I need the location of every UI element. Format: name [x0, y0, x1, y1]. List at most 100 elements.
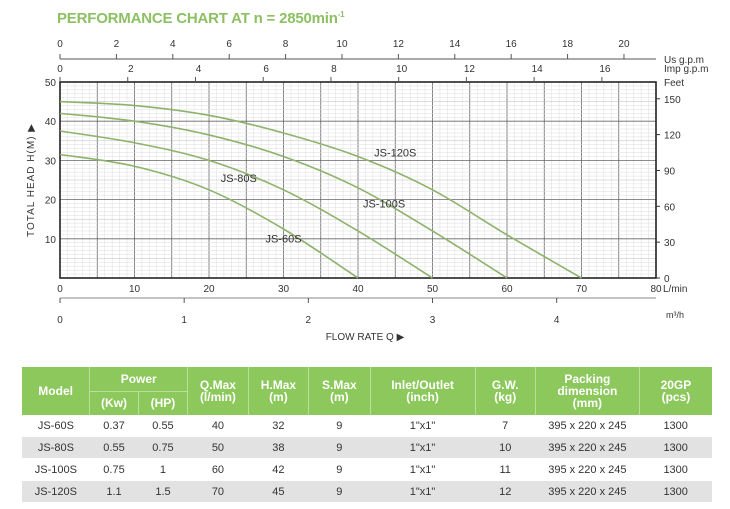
table-cell: 9: [308, 480, 371, 503]
table-cell: 0.55: [89, 436, 139, 459]
table-cell: 32: [248, 415, 309, 437]
col-inlet: Inlet/Outlet (inch): [370, 367, 476, 415]
chart-title: PERFORMANCE CHART AT n = 2850min-1: [57, 10, 345, 27]
table-cell: 42: [248, 458, 309, 481]
table-cell: 38: [248, 436, 309, 459]
feet-axis-label: Feet: [664, 78, 684, 89]
table-cell: 7: [475, 415, 536, 437]
table-cell: 1: [138, 458, 188, 481]
table-cell: 70: [187, 480, 249, 503]
table-cell: 0.55: [138, 415, 188, 437]
table-cell: 1.5: [138, 480, 188, 503]
table-cell: JS-80S: [22, 436, 90, 459]
table-cell: 9: [308, 458, 371, 481]
table-cell: 1300: [639, 415, 712, 437]
table-cell: 10: [475, 436, 536, 459]
table-row: JS-100S 0.75 1 60 42 9 1"x1" 11 395 x 220 x 245 1…: [22, 458, 712, 481]
curve-js-60s: [59, 153, 359, 279]
curve-js-120s: [59, 100, 582, 279]
us-gpm-tick-label: 18: [562, 39, 574, 50]
us-gpm-tick-label: 14: [449, 39, 461, 50]
us-gpm-tick-label: 4: [170, 39, 176, 50]
x-tick-label: 20: [203, 284, 215, 295]
y-tick-label: 30: [45, 156, 57, 167]
m3h-tick-label: 2: [306, 315, 312, 326]
col-smax: S.Max (m): [308, 367, 371, 415]
us-gpm-tick-label: 8: [283, 39, 289, 50]
table-cell: 50: [187, 436, 249, 459]
curve-label: JS-120S: [374, 147, 416, 159]
table-cell: 1300: [639, 458, 712, 481]
table-cell: 0.75: [138, 436, 188, 459]
imp-gpm-tick-label: 14: [532, 64, 544, 75]
y-axis-label: TOTAL HEAD H(M) ▶: [26, 123, 37, 237]
table-cell: JS-100S: [22, 458, 90, 481]
x-tick-label: 30: [278, 284, 290, 295]
table-cell: JS-120S: [22, 480, 90, 503]
table-cell: 395 x 220 x 245: [535, 480, 640, 503]
x-tick-label: 80: [650, 284, 662, 295]
table-cell: 9: [308, 415, 371, 437]
us-gpm-label: Us g.p.m: [664, 55, 704, 66]
table-cell: 395 x 220 x 245: [535, 458, 640, 481]
x-tick-label: 70: [576, 284, 588, 295]
us-gpm-tick-label: 16: [506, 39, 518, 50]
us-gpm-tick-label: 0: [57, 39, 63, 50]
y-tick-label: 50: [45, 78, 57, 89]
table-cell: 12: [475, 480, 536, 503]
imp-gpm-tick-label: 6: [263, 64, 269, 75]
feet-tick-label: 150: [664, 95, 681, 106]
feet-tick-label: 0: [664, 274, 670, 285]
imp-gpm-tick-label: 2: [128, 64, 134, 75]
m3h-tick-label: 1: [181, 315, 187, 326]
imp-gpm-tick-label: 16: [599, 64, 611, 75]
col-power: Power: [89, 367, 189, 391]
y-tick-label: 10: [45, 235, 57, 246]
curve-js-100s: [59, 112, 508, 279]
x-tick-label: 40: [352, 284, 364, 295]
feet-tick-label: 90: [664, 166, 676, 177]
col-hp: (HP): [138, 390, 189, 415]
imp-gpm-tick-label: 8: [331, 64, 337, 75]
curve-label: JS-80S: [221, 173, 257, 185]
feet-tick-label: 60: [664, 202, 676, 213]
table-cell: 395 x 220 x 245: [535, 415, 640, 437]
imp-gpm-label: Imp g.p.m: [664, 64, 708, 75]
spec-table: Model Power Q.Max (l/min) H.Max (m) S.Max(…: [22, 367, 712, 503]
col-kw: (Kw): [89, 390, 139, 415]
table-cell: 1300: [639, 480, 712, 503]
m3h-label: m³/h: [666, 310, 684, 320]
table-cell: 1.1: [89, 480, 139, 503]
table-row: JS-120S 1.1 1.5 70 45 9 1"x1" 12 395 x 220 x 245…: [22, 480, 712, 503]
table-cell: 0.75: [89, 458, 139, 481]
feet-tick-label: 120: [664, 131, 681, 142]
y-tick-label: 20: [45, 196, 57, 207]
us-gpm-tick-label: 12: [393, 39, 405, 50]
table-cell: 60: [187, 458, 249, 481]
table-cell: 1"x1": [370, 436, 476, 459]
x-axis-label: FLOW RATE Q ▶: [326, 332, 405, 343]
x-unit-label: L/min: [663, 284, 687, 295]
feet-tick-label: 30: [664, 238, 676, 249]
table-cell: 45: [248, 480, 309, 503]
imp-gpm-tick-label: 10: [396, 64, 408, 75]
table-row: JS-80S 0.55 0.75 50 38 9 1"x1" 10 395 x 220 x 24…: [22, 436, 712, 459]
curve-label: JS-100S: [363, 198, 405, 210]
col-20gp: 20GP (pcs): [639, 367, 712, 415]
col-model: Model: [22, 367, 91, 415]
y-tick-label: 40: [45, 117, 57, 128]
us-gpm-tick-label: 10: [336, 39, 348, 50]
table-cell: 11: [475, 458, 536, 481]
table-cell: 1"x1": [370, 458, 476, 481]
col-qmax: Q.Max (l/min): [187, 367, 249, 415]
m3h-tick-label: 0: [57, 315, 63, 326]
x-tick-label: 0: [57, 284, 63, 295]
us-gpm-tick-label: 6: [226, 39, 232, 50]
table-cell: 1"x1": [370, 480, 476, 503]
imp-gpm-tick-label: 4: [196, 64, 202, 75]
table-cell: 9: [308, 436, 371, 459]
col-hmax: H.Max (m): [248, 367, 310, 415]
table-cell: 395 x 220 x 245: [535, 436, 640, 459]
table-row: JS-60S 0.37 0.55 40 32 9 1"x1" 7 395 x 220 x 245…: [22, 415, 712, 437]
